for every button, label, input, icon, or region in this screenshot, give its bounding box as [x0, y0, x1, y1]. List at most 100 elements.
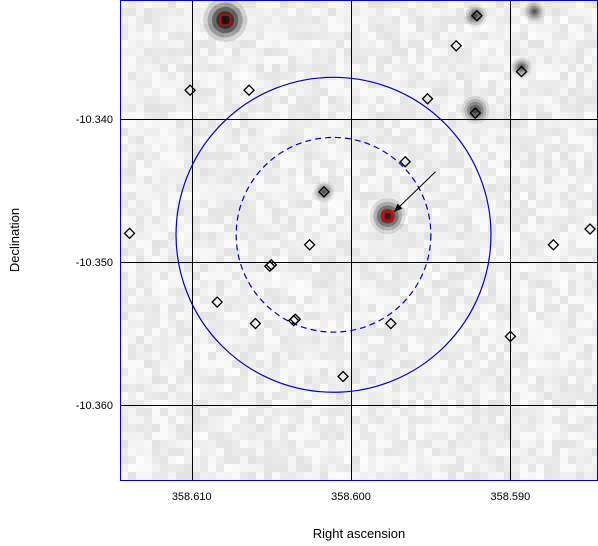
- sky-pixel: [544, 200, 552, 208]
- sky-pixel: [552, 56, 560, 64]
- sky-pixel: [272, 136, 280, 144]
- sky-pixel: [400, 232, 408, 240]
- sky-pixel: [456, 56, 464, 64]
- sky-pixel: [552, 192, 560, 200]
- sky-pixel: [400, 336, 408, 344]
- sky-pixel: [344, 192, 352, 200]
- sky-pixel: [576, 480, 584, 481]
- sky-pixel: [144, 352, 152, 360]
- sky-pixel: [248, 360, 256, 368]
- sky-pixel: [208, 360, 216, 368]
- sky-pixel: [184, 176, 192, 184]
- sky-pixel: [176, 192, 184, 200]
- sky-pixel: [440, 192, 448, 200]
- sky-pixel: [472, 304, 480, 312]
- y-axis-label: Declination: [7, 208, 22, 272]
- sky-pixel: [120, 264, 128, 272]
- sky-pixel: [152, 392, 160, 400]
- sky-pixel: [208, 328, 216, 336]
- sky-pixel: [400, 272, 408, 280]
- sky-pixel: [384, 56, 392, 64]
- sky-pixel: [472, 192, 480, 200]
- sky-pixel: [528, 120, 536, 128]
- sky-pixel: [232, 16, 240, 24]
- sky-pixel: [280, 440, 288, 448]
- sky-pixel: [504, 128, 512, 136]
- sky-pixel: [520, 136, 528, 144]
- sky-pixel: [288, 64, 296, 72]
- sky-pixel: [304, 472, 312, 480]
- sky-pixel: [536, 408, 544, 416]
- sky-pixel: [320, 360, 328, 368]
- sky-pixel: [536, 16, 544, 24]
- sky-pixel: [272, 80, 280, 88]
- sky-pixel: [184, 0, 192, 8]
- sky-pixel: [528, 424, 536, 432]
- sky-pixel: [168, 456, 176, 464]
- sky-pixel: [280, 88, 288, 96]
- sky-pixel: [152, 200, 160, 208]
- sky-pixel: [224, 320, 232, 328]
- sky-pixel: [136, 288, 144, 296]
- sky-pixel: [584, 184, 592, 192]
- sky-pixel: [176, 128, 184, 136]
- sky-pixel: [160, 48, 168, 56]
- sky-pixel: [408, 144, 416, 152]
- sky-pixel: [400, 368, 408, 376]
- sky-pixel: [472, 384, 480, 392]
- sky-pixel: [552, 432, 560, 440]
- sky-pixel: [200, 416, 208, 424]
- sky-pixel: [432, 200, 440, 208]
- sky-pixel: [216, 152, 224, 160]
- sky-pixel: [584, 224, 592, 232]
- sky-pixel: [184, 440, 192, 448]
- sky-pixel: [480, 376, 488, 384]
- sky-pixel: [160, 232, 168, 240]
- sky-pixel: [360, 272, 368, 280]
- sky-pixel: [472, 136, 480, 144]
- sky-pixel: [224, 64, 232, 72]
- sky-pixel: [168, 416, 176, 424]
- sky-pixel: [520, 224, 528, 232]
- sky-pixel: [152, 176, 160, 184]
- sky-pixel: [120, 376, 128, 384]
- sky-pixel: [224, 24, 232, 32]
- sky-pixel: [408, 432, 416, 440]
- sky-pixel: [592, 216, 598, 224]
- sky-pixel: [296, 0, 304, 8]
- sky-pixel: [304, 392, 312, 400]
- sky-pixel: [592, 280, 598, 288]
- sky-pixel: [456, 64, 464, 72]
- sky-pixel: [584, 416, 592, 424]
- sky-pixel: [312, 376, 320, 384]
- sky-pixel: [456, 0, 464, 8]
- sky-pixel: [280, 464, 288, 472]
- sky-pixel: [272, 272, 280, 280]
- sky-pixel: [496, 64, 504, 72]
- sky-pixel: [216, 24, 224, 32]
- sky-pixel: [592, 72, 598, 80]
- sky-pixel: [408, 0, 416, 8]
- sky-pixel: [536, 400, 544, 408]
- sky-pixel: [504, 136, 512, 144]
- sky-pixel: [464, 424, 472, 432]
- sky-pixel: [544, 208, 552, 216]
- sky-pixel: [232, 168, 240, 176]
- sky-pixel: [200, 296, 208, 304]
- sky-pixel: [176, 240, 184, 248]
- sky-pixel: [576, 192, 584, 200]
- sky-pixel: [264, 224, 272, 232]
- sky-pixel: [376, 280, 384, 288]
- sky-pixel: [152, 296, 160, 304]
- sky-pixel: [592, 32, 598, 40]
- sky-pixel: [472, 160, 480, 168]
- sky-pixel: [520, 352, 528, 360]
- sky-pixel: [480, 456, 488, 464]
- sky-pixel: [536, 456, 544, 464]
- sky-pixel: [184, 320, 192, 328]
- sky-pixel: [488, 184, 496, 192]
- sky-pixel: [336, 160, 344, 168]
- sky-pixel: [408, 368, 416, 376]
- sky-pixel: [400, 320, 408, 328]
- sky-pixel: [304, 208, 312, 216]
